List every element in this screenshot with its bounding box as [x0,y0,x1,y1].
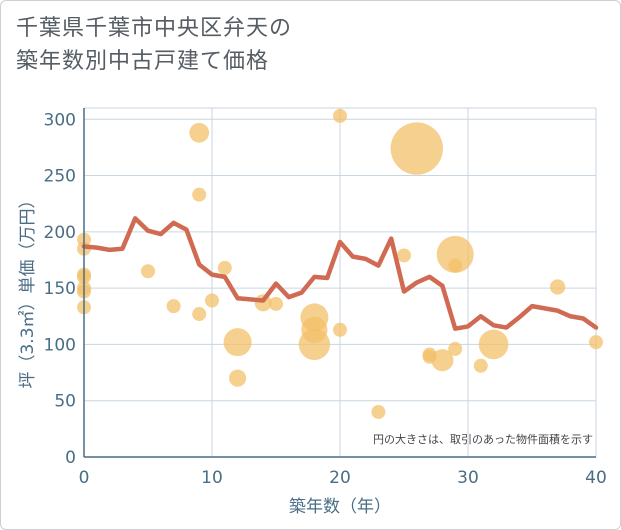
y-axis-label: 坪（3.3㎡）単価（万円） [18,191,38,388]
bubble-point [333,108,347,123]
bubble-point [589,335,603,350]
bubble-point [549,279,566,295]
bubble-point [448,341,463,356]
y-tick-label: 100 [44,335,76,355]
bubble-size-note: 円の大きさは、取引のあった物件面積を示す [373,432,593,446]
bubble-point [298,328,331,361]
bubble-point [431,349,454,372]
bubble-point [333,322,347,337]
bubble-point [205,293,219,308]
gridlines [84,107,597,457]
y-tick-label: 150 [44,279,76,299]
bubble-layer [77,108,603,419]
y-tick-label: 300 [44,110,76,130]
chart-title-line-2: 築年数別中古戸建て価格 [16,49,270,74]
y-tick-label: 0 [65,448,76,468]
y-tick-label: 250 [44,167,76,187]
bubble-point [473,358,488,373]
x-tick-label: 10 [201,468,223,488]
chart-title: 千葉県千葉市中央区弁天の 築年数別中古戸建て価格 [16,12,292,78]
average-price-line [81,216,599,331]
bubble-point [166,299,181,314]
bubble-point [189,122,210,143]
bubble-point [141,264,155,279]
bubble-point [192,187,207,202]
tick-labels: 0 50 100 150 200 250 300 0 10 20 30 40 [44,110,607,488]
y-tick-label: 50 [54,392,76,412]
bubble-point [478,329,509,360]
bubble-point [192,307,207,322]
bubble-point [448,258,463,273]
x-tick-label: 30 [457,468,479,488]
bubble-point [223,328,252,357]
chart-title-line-1: 千葉県千葉市中央区弁天の [16,16,293,41]
bubble-point [229,369,247,387]
y-tick-label: 200 [44,223,76,243]
bubble-point [269,296,283,311]
bubble-point [397,248,411,263]
bubble-point [390,122,443,175]
x-axis-label: 築年数（年） [289,497,391,517]
bubble-point [371,404,386,419]
line-layer [81,216,599,331]
x-tick-label: 20 [329,468,351,488]
x-tick-label: 0 [79,468,90,488]
bubble-point [436,235,474,273]
x-tick-label: 40 [585,468,607,488]
axes [83,108,596,458]
bubble-point [217,260,232,275]
